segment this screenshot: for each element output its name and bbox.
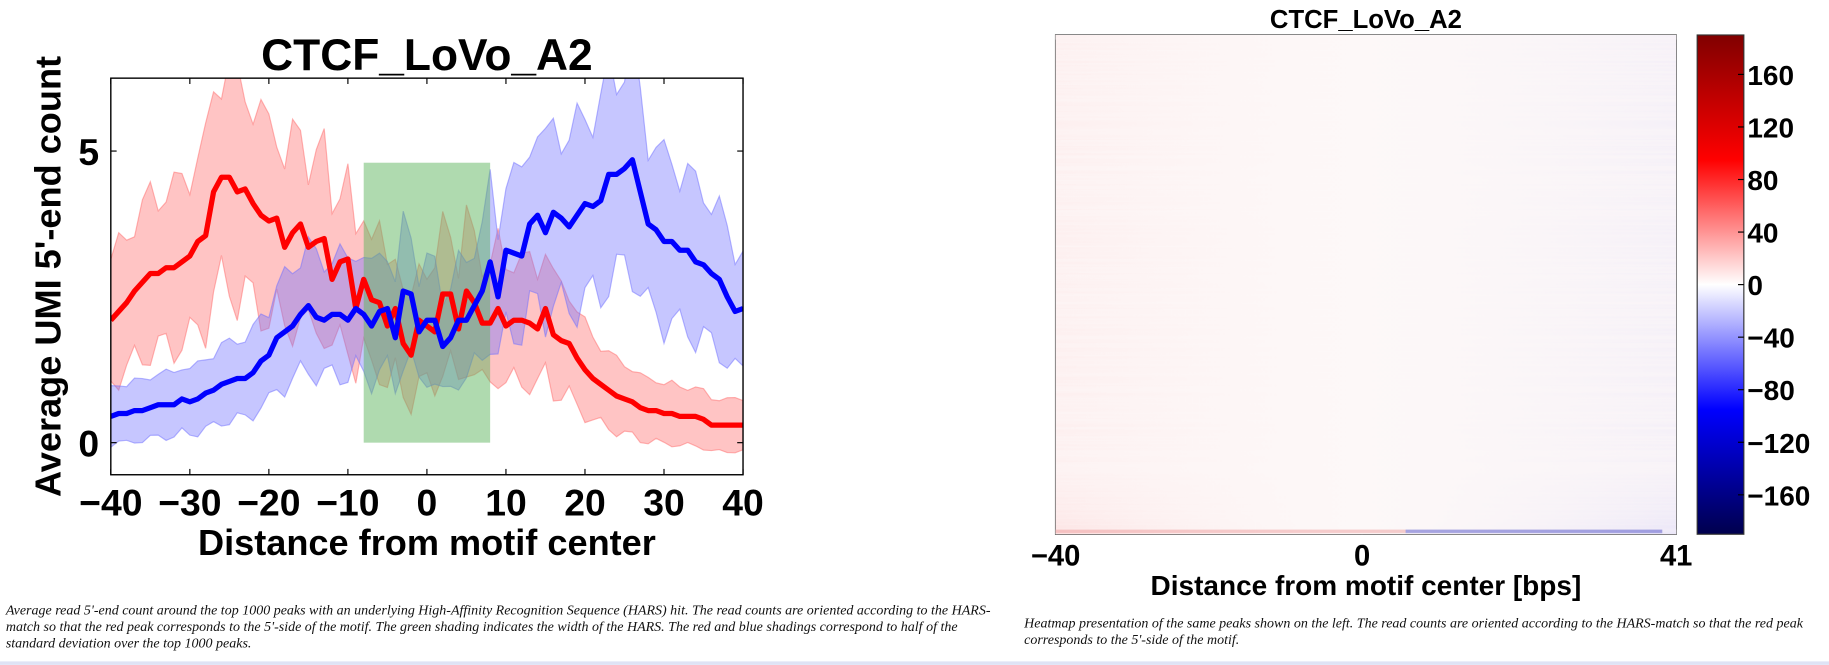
line-chart-x-label: Distance from motif center bbox=[198, 522, 656, 563]
colorbar-tick-label: −80 bbox=[1747, 375, 1794, 406]
colorbar-tick-label: 0 bbox=[1747, 270, 1763, 301]
line-chart-y-ticks: 05 bbox=[78, 131, 744, 465]
divider bbox=[0, 661, 1829, 665]
colorbar bbox=[1696, 34, 1745, 535]
heatmap-x-tick-label: 41 bbox=[1660, 541, 1692, 573]
line-chart-y-label: Average UMI 5'-end count bbox=[28, 56, 69, 497]
colorbar-tick-label: 120 bbox=[1747, 112, 1794, 143]
x-tick-label: 0 bbox=[417, 482, 438, 524]
heatmap-x-tick-label: −40 bbox=[1031, 541, 1080, 573]
colorbar-tick-label: 160 bbox=[1747, 60, 1794, 91]
x-tick-label: −30 bbox=[158, 482, 221, 524]
colorbar-tick-label: −160 bbox=[1747, 480, 1810, 511]
std-band-red bbox=[110, 78, 744, 454]
heatmap-x-ticks: −40 0 41 bbox=[1031, 34, 1692, 573]
right-caption: Heatmap presentation of the same peaks s… bbox=[1024, 614, 1803, 648]
x-tick-label: 30 bbox=[643, 482, 685, 524]
colorbar-ticks: 160 120 80 40 0 −40 −80 −120 −160 bbox=[1738, 60, 1810, 511]
colorbar-tick-label: −120 bbox=[1747, 428, 1810, 459]
x-tick-label: −20 bbox=[237, 482, 300, 524]
x-tick-label: −10 bbox=[316, 482, 379, 524]
colorbar-tick-label: 80 bbox=[1747, 165, 1778, 196]
left-caption: Average read 5'-end count around the top… bbox=[5, 601, 991, 651]
line-chart-plot-area bbox=[110, 78, 744, 454]
line-chart-x-ticks: −40 −30 −20 −10 0 10 20 30 40 bbox=[79, 78, 764, 524]
heatmap-x-tick-label: 0 bbox=[1354, 541, 1370, 573]
hars-region bbox=[363, 162, 491, 443]
heatmap-title: CTCF_LoVo_A2 bbox=[1270, 6, 1462, 34]
y-tick-label: 0 bbox=[78, 423, 99, 465]
line-chart-title: CTCF_LoVo_A2 bbox=[261, 31, 593, 80]
colorbar-tick-label: 40 bbox=[1747, 218, 1778, 249]
x-tick-label: 20 bbox=[564, 482, 606, 524]
heatmap-x-label: Distance from motif center [bps] bbox=[1151, 570, 1582, 601]
heatmap-image bbox=[1055, 34, 1677, 535]
y-tick-label: 5 bbox=[78, 131, 99, 173]
x-tick-label: 40 bbox=[722, 482, 764, 524]
x-tick-label: 10 bbox=[485, 482, 527, 524]
line-chart: CTCF_LoVo_A2 −40 −30 −20 −10 0 10 20 30 40 05 Di… bbox=[28, 31, 764, 563]
colorbar-tick-label: −40 bbox=[1747, 323, 1794, 354]
x-tick-label: −40 bbox=[79, 482, 142, 524]
